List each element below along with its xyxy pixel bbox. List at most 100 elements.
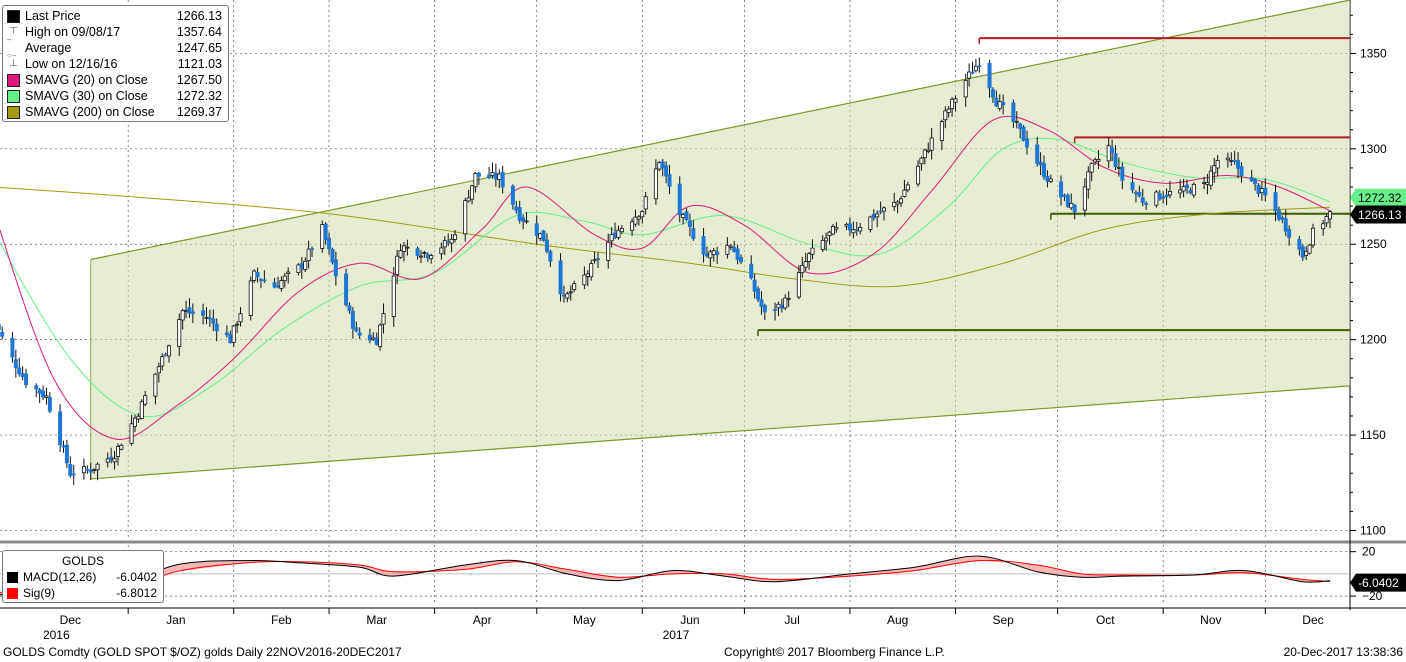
legend-swatch (7, 73, 20, 87)
candle-body (68, 464, 73, 476)
candle-body (803, 261, 808, 268)
candle-body (1167, 190, 1172, 196)
candle-body (1321, 223, 1326, 230)
candle-body (1236, 160, 1241, 169)
candle-body (211, 318, 216, 324)
candle-body (398, 250, 403, 258)
candle-body (899, 198, 904, 204)
sma30-tag: 1272.32 (1350, 188, 1406, 207)
candle-body (275, 285, 280, 288)
candle-body (258, 279, 263, 281)
candle-body (163, 354, 168, 356)
candle-body (415, 248, 420, 256)
candle-body (762, 305, 767, 313)
candle-body (919, 157, 924, 165)
candle-body (228, 334, 233, 343)
legend-value: 1272.32 (176, 89, 222, 103)
candle-body (657, 162, 662, 170)
candle-body (630, 221, 635, 231)
x-tick-label: Jan (166, 613, 185, 627)
candle-body (905, 184, 910, 191)
candle-body (1229, 160, 1234, 162)
candle-body (1018, 123, 1023, 129)
candle-body (1181, 186, 1186, 192)
candle-body (1191, 183, 1196, 196)
candle-body (333, 259, 338, 277)
legend-swatch (7, 9, 20, 23)
candle-body (916, 165, 921, 185)
candle-body (81, 466, 86, 474)
candle-body (1133, 192, 1138, 195)
x-tick-label: Mar (366, 613, 387, 627)
candle-body (739, 257, 744, 263)
candle-body (381, 313, 386, 325)
legend-label: Sig(9) (23, 586, 56, 600)
candle-body (568, 291, 573, 294)
legend-value: 1121.03 (177, 57, 222, 71)
candle-body (1253, 179, 1258, 185)
legend-value: 1269.37 (176, 105, 222, 119)
candle-body (943, 110, 948, 121)
axes: Dec Jan Feb Mar Apr May Jun Jul Aug Sep Oct Nov Dec2… (43, 14, 1387, 642)
candle-body (132, 417, 137, 427)
candle-body (1208, 170, 1213, 186)
candle-body (1164, 194, 1169, 198)
candle-body (807, 253, 812, 262)
macd-legend: GOLDS MACD(12,26) -6.0402 Sig(9) -6.8012 (2, 550, 164, 603)
candle-body (1086, 171, 1091, 190)
candle-body (847, 223, 852, 231)
candle-body (248, 280, 253, 316)
legend-value: 1267.50 (176, 73, 222, 87)
candle-body (653, 168, 658, 200)
candle-body (136, 415, 141, 420)
year-label: 2017 (663, 628, 690, 642)
candle-body (643, 196, 648, 210)
candle-body (1065, 194, 1070, 207)
candle-body (252, 270, 257, 281)
candle-body (180, 310, 185, 321)
candle-body (844, 224, 849, 227)
legend-row-sma20: SMAVG (20) on Close 1267.50 (3, 72, 228, 88)
legend-row-sma30: SMAVG (30) on Close 1272.32 (3, 88, 228, 104)
candle-body (20, 373, 25, 378)
candle-body (299, 263, 304, 270)
candle-body (1110, 147, 1115, 154)
candle-body (1178, 189, 1183, 194)
year-label: 2016 (43, 628, 70, 642)
candle-body (786, 297, 791, 300)
candle-body (378, 324, 383, 348)
candle-body (310, 248, 315, 251)
candle-body (139, 401, 144, 419)
last-price-tag: 1266.13 (1350, 205, 1406, 224)
candle-body (868, 216, 873, 230)
y-tick-label: 1150 (1360, 428, 1386, 442)
legend-swatch (7, 89, 20, 103)
x-tick-label: Feb (271, 613, 292, 627)
candle-body (725, 244, 730, 255)
candle-body (490, 172, 495, 177)
candle-body (323, 223, 328, 241)
candle-body (1205, 181, 1210, 185)
candle-body (58, 411, 63, 446)
candle-body (1072, 204, 1077, 213)
y-tick-label: 1350 (1360, 46, 1387, 60)
candle-body (1048, 178, 1053, 182)
candle-body (374, 337, 379, 345)
candle-body (85, 468, 90, 471)
candle-body (973, 65, 978, 72)
candle-body (1310, 227, 1315, 246)
x-tick-label: Dec (1302, 613, 1323, 627)
candle-body (779, 304, 784, 309)
candle-body (347, 305, 352, 311)
candle-body (967, 71, 972, 79)
candle-body (453, 234, 458, 240)
candle-body (1038, 161, 1043, 166)
candle-body (238, 313, 243, 323)
candle-body (500, 171, 505, 188)
legend-label: Average (25, 41, 72, 55)
legend-row-last-price: Last Price 1266.13 (3, 8, 228, 24)
candle-body (572, 283, 577, 291)
candle-body (619, 228, 624, 233)
candle-body (1024, 138, 1029, 148)
legend-row-high: ⊤ High on 09/08/17 1357.64 (3, 24, 228, 40)
